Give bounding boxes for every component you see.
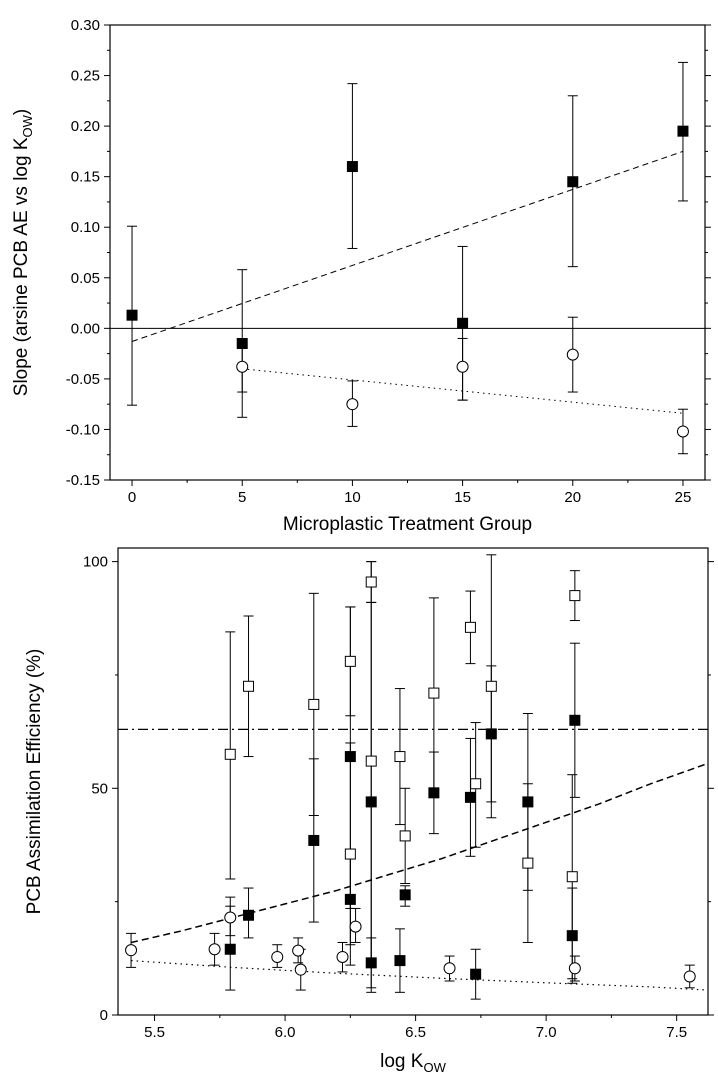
slope-y-axis-label-tail: ) (11, 109, 32, 115)
assimilation-point-filled-square (428, 787, 440, 799)
assimilation-point-open-circle (125, 944, 138, 957)
assimilation-point-open-circle (208, 943, 221, 956)
assimilation-axis-ticks: 5.5 6.0 6.5 7.0 7.5 0 50 100 (83, 554, 714, 1041)
slope-axis-ticks: 0 5 10 15 20 25 -0.15 -0.10 -0.05 0.00 0.05 0.10 0.1… (66, 17, 711, 506)
slope-x-tick-label: 20 (564, 489, 581, 506)
slope-point-open-circle (456, 360, 469, 373)
assimilation-panel: 5.5 6.0 6.5 7.0 7.5 0 50 100 log KOW PCB Assimi… (24, 547, 714, 1075)
assimilation-point-filled-square (399, 889, 411, 901)
assimilation-point-open-square (308, 698, 320, 710)
slope-y-tick-label: 0.10 (71, 219, 100, 236)
assimilation-point-open-square (522, 857, 534, 869)
assimilation-point-open-square (428, 687, 440, 699)
assimilation-point-filled-square (394, 955, 406, 967)
slope-point-open-circle (676, 425, 689, 438)
slope-x-axis-label: Microplastic Treatment Group (283, 514, 532, 535)
slope-point-filled-square (126, 309, 138, 321)
slope-y-tick-label: 0.20 (71, 118, 100, 135)
slope-y-axis-label-sub: OW (20, 114, 35, 137)
assimilation-point-open-square (485, 680, 497, 692)
assimilation-point-filled-square (566, 930, 578, 942)
assimilation-point-open-square (365, 576, 377, 588)
assimilation-point-filled-square (308, 834, 320, 846)
slope-y-tick-label: 0.05 (71, 270, 100, 287)
assimilation-point-open-square (566, 871, 578, 883)
slope-x-tick-label: 0 (128, 489, 136, 506)
assimilation-point-filled-square (243, 909, 255, 921)
slope-point-filled-square (457, 317, 469, 329)
slope-point-open-circle (236, 360, 249, 373)
slope-plot-frame (109, 24, 706, 481)
slope-y-tick-label: -0.05 (66, 371, 100, 388)
slope-y-tick-label: 0.30 (71, 17, 100, 34)
assimilation-point-open-square (344, 848, 356, 860)
slope-point-open-circle (566, 348, 579, 361)
assimilation-point-open-square (243, 680, 255, 692)
slope-y-tick-label: 0.25 (71, 68, 100, 85)
assimilation-x-tick-label: 7.0 (536, 1024, 557, 1041)
assimilation-x-tick-label: 7.5 (666, 1024, 687, 1041)
slope-y-tick-label: 0.15 (71, 169, 100, 186)
assimilation-y-axis-label: PCB Assimilation Efficiency (%) (24, 649, 45, 915)
slope-point-filled-square (677, 125, 689, 137)
assimilation-point-filled-square (344, 893, 356, 905)
slope-y-axis-label-main: Slope (arsine PCB AE vs log K (11, 137, 32, 396)
assimilation-x-tick-label: 6.0 (275, 1024, 296, 1041)
assimilation-point-filled-square (522, 796, 534, 808)
slope-y-tick-label: -0.15 (66, 472, 100, 489)
assimilation-x-tick-label: 5.5 (144, 1024, 165, 1041)
slope-point-open-circle (346, 398, 359, 411)
assimilation-point-open-circle (568, 962, 581, 975)
slope-point-filled-square (346, 161, 358, 173)
assimilation-point-open-square (224, 748, 236, 760)
slope-trendline-dashed (131, 150, 684, 342)
assimilation-point-open-circle (292, 944, 305, 957)
assimilation-point-open-square (365, 755, 377, 767)
slope-x-tick-label: 5 (238, 489, 246, 506)
assimilation-x-axis-label-sub: OW (423, 1060, 446, 1075)
assimilation-line-dashed (130, 762, 709, 944)
assimilation-point-open-circle (683, 970, 696, 983)
assimilation-point-filled-square (365, 796, 377, 808)
assimilation-points (125, 554, 696, 1000)
assimilation-point-open-square (344, 655, 356, 667)
assimilation-x-axis-label-main: log K (380, 1051, 424, 1072)
assimilation-point-open-circle (224, 911, 237, 924)
assimilation-point-filled-square (470, 968, 482, 980)
slope-point-filled-square (567, 176, 579, 188)
assimilation-x-axis-label: log KOW (380, 1051, 446, 1075)
assimilation-y-tick-label: 50 (91, 780, 108, 797)
assimilation-y-tick-label: 0 (100, 1007, 108, 1024)
assimilation-point-open-circle (336, 950, 349, 963)
assimilation-point-filled-square (485, 728, 497, 740)
slope-x-tick-label: 10 (344, 489, 361, 506)
assimilation-point-filled-square (365, 957, 377, 969)
assimilation-point-open-square (399, 830, 411, 842)
assimilation-point-filled-square (344, 751, 356, 763)
slope-x-tick-label: 15 (454, 489, 471, 506)
assimilation-point-open-square (569, 590, 581, 602)
assimilation-x-tick-label: 6.5 (405, 1024, 426, 1041)
assimilation-point-open-square (394, 751, 406, 763)
slope-x-tick-label: 25 (675, 489, 692, 506)
slope-y-axis-label: Slope (arsine PCB AE vs log KOW) (11, 109, 35, 396)
assimilation-point-filled-square (224, 943, 236, 955)
assimilation-fit-lines (118, 728, 709, 991)
assimilation-point-open-square (464, 621, 476, 633)
assimilation-point-open-square (470, 778, 482, 790)
assimilation-point-open-circle (349, 920, 362, 933)
assimilation-plot-frame (117, 547, 709, 1016)
slope-y-tick-label: 0.00 (71, 320, 100, 337)
slope-panel: 0 5 10 15 20 25 -0.15 -0.10 -0.05 0.00 0.05 0.10 0.1… (11, 17, 711, 535)
slope-y-tick-label: -0.10 (66, 421, 100, 438)
assimilation-y-tick-label: 100 (83, 554, 108, 571)
assimilation-point-filled-square (464, 791, 476, 803)
assimilation-point-filled-square (569, 714, 581, 726)
slope-points (126, 61, 689, 455)
assimilation-point-open-circle (443, 962, 456, 975)
assimilation-point-open-circle (294, 963, 307, 976)
slope-trendlines (110, 150, 705, 414)
assimilation-point-open-circle (271, 950, 284, 963)
